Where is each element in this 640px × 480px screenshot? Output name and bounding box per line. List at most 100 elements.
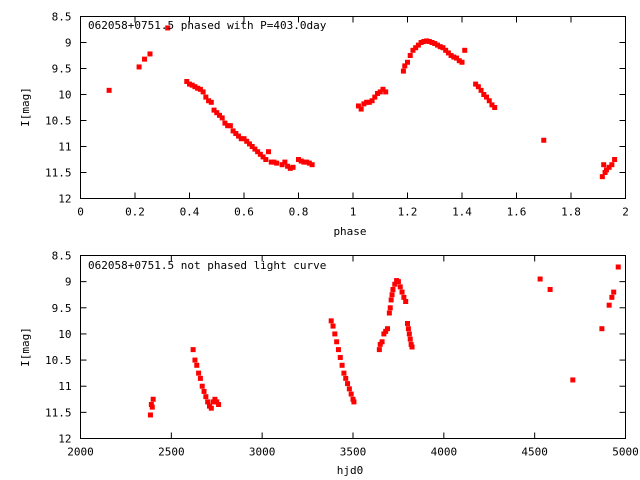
plot-frame (80, 16, 626, 199)
data-point (434, 42, 440, 48)
data-point (330, 323, 336, 329)
y-tick-label: 8.5 (52, 11, 72, 24)
y-tick-label: 11.5 (45, 406, 72, 419)
data-point (541, 137, 547, 143)
data-point (405, 59, 410, 65)
y-tick-label: 10 (58, 328, 71, 341)
data-point (492, 105, 498, 110)
x-axis-label: hjd0 (337, 464, 364, 477)
data-point (214, 399, 220, 405)
data-point (260, 154, 266, 160)
data-point (599, 326, 605, 332)
data-point (399, 289, 405, 295)
data-point (484, 94, 490, 100)
x-tick-label: 2000 (67, 446, 94, 459)
data-point (246, 141, 252, 147)
x-tick-label: 0.8 (289, 206, 309, 219)
data-point (211, 107, 217, 113)
data-point (611, 289, 617, 295)
x-tick-label: 1.4 (452, 206, 472, 219)
data-point (364, 99, 370, 105)
y-tick-label: 11 (58, 141, 71, 154)
data-point (192, 357, 198, 363)
data-point (266, 149, 272, 155)
data-point (429, 40, 435, 45)
data-point (358, 106, 364, 112)
x-tick-label: 3500 (340, 446, 367, 459)
data-point (233, 131, 239, 136)
data-point (424, 38, 430, 44)
data-point (388, 297, 394, 303)
data-point (451, 54, 457, 60)
data-point (603, 167, 609, 173)
x-axis: 0 0.2 0.4 0.6 0.8 1 1.2 1.4 1.6 1.8 2 (77, 16, 629, 219)
data-point (437, 44, 443, 50)
data-point (227, 123, 233, 129)
data-point (190, 347, 196, 353)
data-point (203, 394, 209, 400)
data-point (309, 162, 315, 168)
data-point (381, 331, 387, 337)
data-point (426, 38, 432, 44)
data-point (296, 157, 301, 162)
plot-frame (80, 255, 626, 439)
panel-title: 062058+0751.5 not phased light curve (88, 259, 326, 272)
y-tick-label: 12 (58, 193, 71, 206)
data-point (547, 286, 553, 292)
data-point (252, 146, 258, 152)
data-point (355, 103, 361, 109)
data-point (366, 99, 372, 105)
x-tick-label: 1.2 (398, 206, 418, 219)
data-point (609, 162, 615, 168)
data-point (142, 56, 148, 62)
data-point (165, 25, 171, 31)
x-tick-label: 4500 (521, 446, 548, 459)
data-point (475, 84, 481, 90)
data-point (268, 159, 274, 165)
y-axis-label: I[mag] (19, 327, 32, 367)
data-point (208, 99, 214, 105)
y-axis: 8.5 9 9.5 10 10.5 11 11.5 12 (45, 250, 626, 446)
data-point (454, 55, 460, 61)
x-tick-label: 0.2 (125, 206, 145, 219)
data-point (402, 63, 408, 69)
data-point (147, 51, 153, 57)
data-point (410, 47, 416, 53)
y-tick-label: 9 (65, 37, 72, 50)
data-point (149, 404, 155, 410)
data-point (602, 170, 608, 175)
data-point (337, 354, 343, 360)
data-point (150, 396, 156, 402)
data-point (615, 264, 621, 270)
data-point (196, 370, 202, 376)
data-point (440, 45, 446, 51)
data-point (200, 89, 206, 95)
data-point (212, 396, 218, 402)
y-tick-label: 11 (58, 380, 71, 393)
data-points (106, 25, 618, 180)
unphased-light-curve-panel: 8.5 9 9.5 10 10.5 11 11.5 12 2000 2500 3000 3500 40… (19, 250, 639, 478)
data-point (238, 136, 244, 142)
data-point (387, 305, 393, 311)
data-point (189, 82, 195, 88)
x-tick-label: 2 (622, 206, 629, 219)
data-point (222, 120, 228, 126)
data-point (230, 128, 236, 134)
data-point (195, 85, 201, 91)
data-point (407, 53, 413, 58)
data-point (216, 112, 222, 118)
data-point (271, 159, 277, 165)
data-point (599, 174, 605, 180)
data-point (489, 102, 495, 108)
data-point (537, 276, 543, 282)
panel-title: 062058+0751.5 phased with P=403.0day (88, 19, 327, 32)
y-tick-label: 9 (65, 276, 72, 289)
data-point (390, 286, 396, 292)
data-point (199, 383, 205, 389)
data-point (418, 40, 424, 45)
data-point (282, 159, 288, 165)
data-point (481, 92, 487, 97)
data-point (385, 326, 391, 332)
data-point (301, 159, 307, 165)
data-point (219, 115, 225, 121)
